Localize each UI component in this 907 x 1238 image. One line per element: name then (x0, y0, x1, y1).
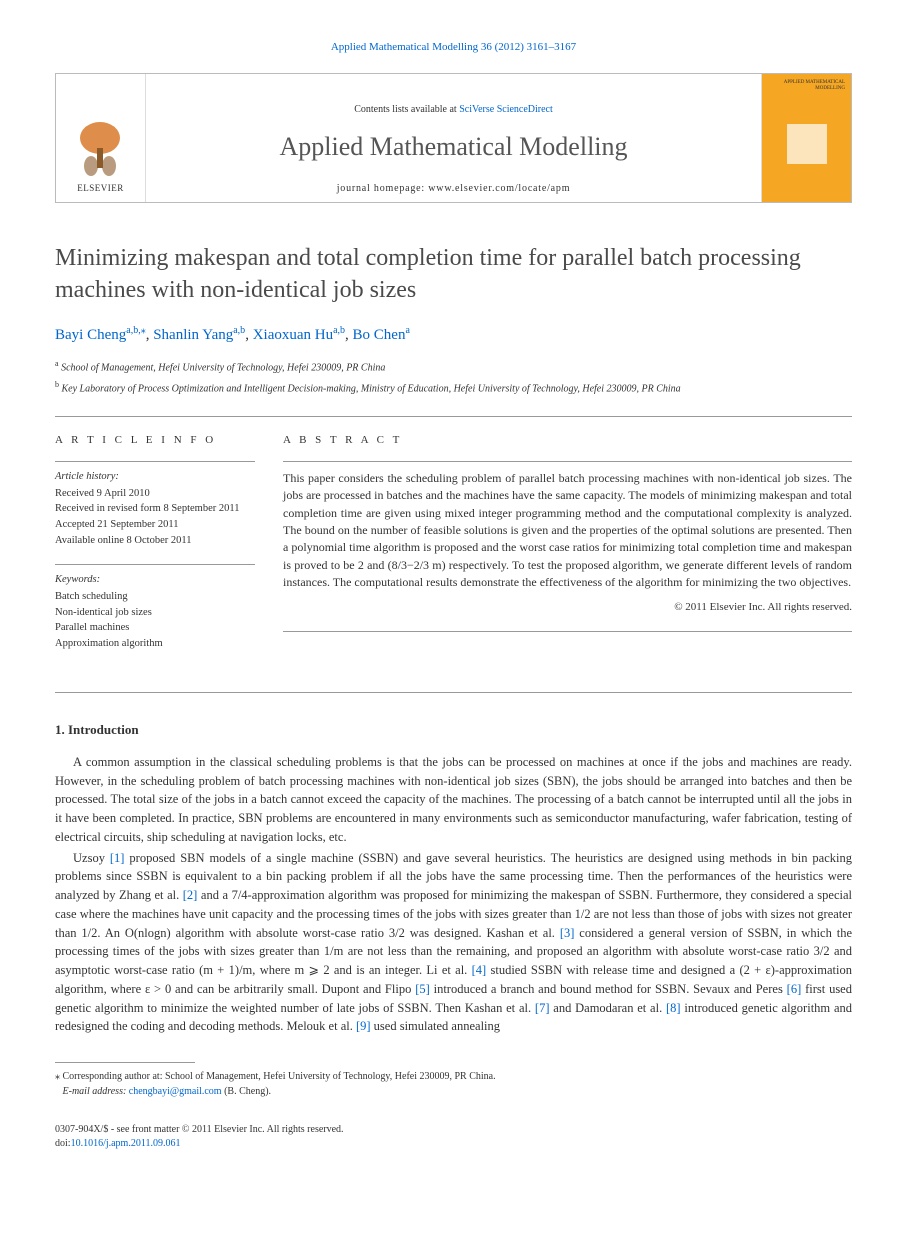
doi-link[interactable]: 10.1016/j.apm.2011.09.061 (71, 1138, 181, 1149)
contents-prefix: Contents lists available at (354, 104, 459, 115)
author-link[interactable]: Bayi Cheng (55, 327, 126, 343)
divider (283, 631, 852, 632)
keyword: Parallel machines (55, 621, 255, 636)
sciencedirect-link[interactable]: SciVerse ScienceDirect (459, 104, 553, 115)
corresponding-footnote: ⁎ Corresponding author at: School of Man… (55, 1069, 852, 1099)
doi-prefix: doi: (55, 1138, 71, 1149)
cover-graphic (768, 91, 845, 196)
journal-ref-link[interactable]: Applied Mathematical Modelling 36 (2012)… (331, 41, 576, 53)
paragraph: Uzsoy [1] proposed SBN models of a singl… (55, 849, 852, 1037)
front-matter-line: 0307-904X/$ - see front matter © 2011 El… (55, 1123, 852, 1137)
ref-link[interactable]: [9] (356, 1019, 371, 1033)
paragraph: A common assumption in the classical sch… (55, 753, 852, 847)
author-sup: a,b (333, 325, 345, 336)
keywords-label: Keywords: (55, 573, 255, 588)
affil-sup: a (55, 359, 59, 368)
cover-title: APPLIED MATHEMATICAL MODELLING (768, 80, 845, 91)
ref-link[interactable]: [8] (666, 1001, 681, 1015)
abstract-copyright: © 2011 Elsevier Inc. All rights reserved… (283, 600, 852, 615)
ref-link[interactable]: [7] (535, 1001, 550, 1015)
ref-link[interactable]: [5] (415, 982, 430, 996)
journal-homepage: journal homepage: www.elsevier.com/locat… (337, 182, 571, 196)
abstract-text: This paper considers the scheduling prob… (283, 470, 852, 592)
elsevier-tree-icon (73, 118, 128, 178)
author-sup: a,b (233, 325, 245, 336)
history-line: Available online 8 October 2011 (55, 534, 255, 549)
divider (55, 692, 852, 693)
keyword: Non-identical job sizes (55, 606, 255, 621)
journal-cover-thumb: APPLIED MATHEMATICAL MODELLING (761, 74, 851, 202)
journal-header: ELSEVIER Contents lists available at Sci… (55, 73, 852, 203)
doi-line: doi:10.1016/j.apm.2011.09.061 (55, 1137, 852, 1151)
footnote-star: ⁎ (55, 1071, 60, 1082)
footnote-rule (55, 1062, 195, 1063)
article-info-label: A R T I C L E I N F O (55, 433, 255, 448)
journal-name: Applied Mathematical Modelling (279, 129, 627, 165)
affil-text: Key Laboratory of Process Optimization a… (62, 383, 681, 394)
author-list: Bayi Chenga,b,⁎, Shanlin Yanga,b, Xiaoxu… (55, 324, 852, 346)
article-title: Minimizing makespan and total completion… (55, 243, 852, 305)
ref-link[interactable]: [3] (560, 926, 575, 940)
keyword: Batch scheduling (55, 590, 255, 605)
author-sup: a,b,⁎ (126, 325, 145, 336)
author-sup: a (405, 325, 409, 336)
divider (55, 416, 852, 417)
author-link[interactable]: Shanlin Yang (153, 327, 233, 343)
cover-shape-icon (787, 124, 827, 164)
footnote-text: Corresponding author at: School of Manag… (63, 1071, 496, 1082)
body-text: A common assumption in the classical sch… (55, 753, 852, 1036)
front-matter-block: 0307-904X/$ - see front matter © 2011 El… (55, 1123, 852, 1151)
affiliation: b Key Laboratory of Process Optimization… (55, 379, 852, 396)
article-history-block: Article history: Received 9 April 2010 R… (55, 461, 255, 548)
keywords-block: Keywords: Batch scheduling Non-identical… (55, 564, 255, 651)
email-label: E-mail address: (63, 1086, 127, 1097)
contents-available: Contents lists available at SciVerse Sci… (354, 103, 553, 117)
affil-text: School of Management, Hefei University o… (61, 362, 385, 373)
ref-link[interactable]: [2] (183, 888, 198, 902)
header-center: Contents lists available at SciVerse Sci… (146, 74, 761, 202)
abstract-column: A B S T R A C T This paper considers the… (283, 433, 852, 667)
email-suffix: (B. Cheng). (222, 1086, 271, 1097)
info-abstract-row: A R T I C L E I N F O Article history: R… (55, 433, 852, 667)
author-link[interactable]: Bo Chen (353, 327, 406, 343)
elsevier-logo: ELSEVIER (56, 74, 146, 202)
article-info-column: A R T I C L E I N F O Article history: R… (55, 433, 255, 667)
history-line: Accepted 21 September 2011 (55, 518, 255, 533)
ref-link[interactable]: [1] (110, 851, 125, 865)
section-heading: 1. Introduction (55, 721, 852, 739)
history-line: Received in revised form 8 September 201… (55, 502, 255, 517)
email-link[interactable]: chengbayi@gmail.com (129, 1086, 222, 1097)
history-line: Received 9 April 2010 (55, 487, 255, 502)
affiliation: a School of Management, Hefei University… (55, 358, 852, 375)
ref-link[interactable]: [4] (472, 963, 487, 977)
ref-link[interactable]: [6] (787, 982, 802, 996)
history-label: Article history: (55, 470, 255, 485)
affil-sup: b (55, 380, 59, 389)
elsevier-label: ELSEVIER (77, 182, 124, 195)
abstract-label: A B S T R A C T (283, 433, 852, 448)
keyword: Approximation algorithm (55, 637, 255, 652)
journal-reference: Applied Mathematical Modelling 36 (2012)… (55, 40, 852, 55)
author-link[interactable]: Xiaoxuan Hu (253, 327, 333, 343)
